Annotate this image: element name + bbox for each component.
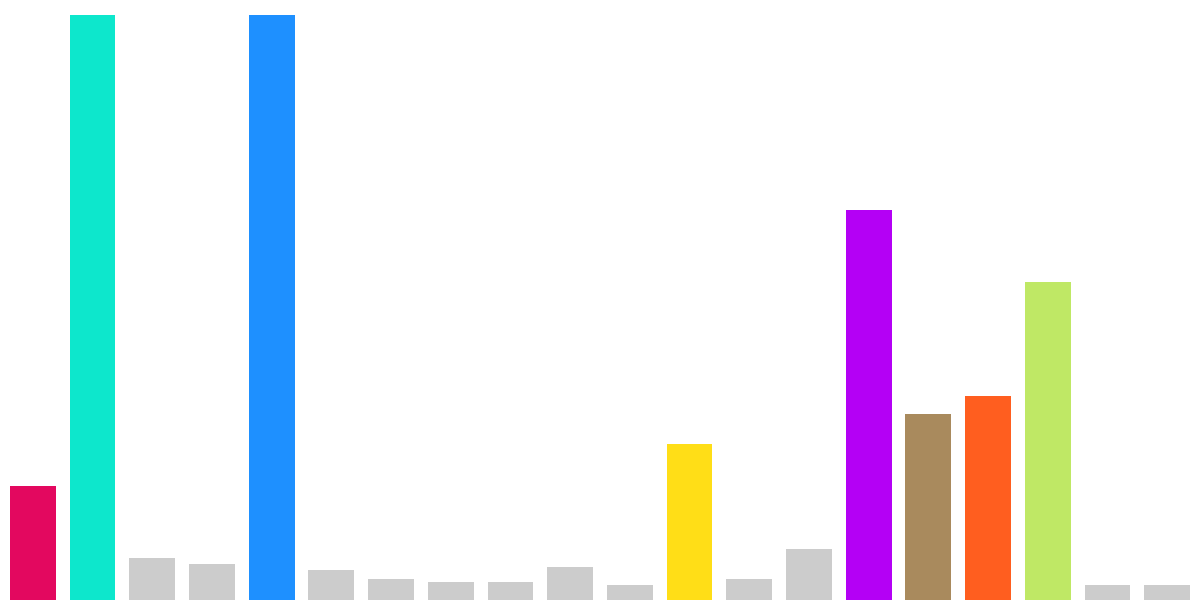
bar (786, 549, 832, 600)
bar (308, 570, 354, 600)
bar (547, 567, 593, 600)
bar (10, 486, 56, 600)
bar-chart (0, 0, 1200, 600)
bar (70, 15, 116, 600)
bar (1085, 585, 1131, 600)
bar (846, 210, 892, 600)
bar (1025, 282, 1071, 600)
bar (249, 15, 295, 600)
bar (428, 582, 474, 600)
bar (905, 414, 951, 600)
bar (607, 585, 653, 600)
bar (129, 558, 175, 600)
bar (368, 579, 414, 600)
bar (667, 444, 713, 600)
bar (1144, 585, 1190, 600)
bar (726, 579, 772, 600)
bar (189, 564, 235, 600)
bar (488, 582, 534, 600)
bar (965, 396, 1011, 600)
